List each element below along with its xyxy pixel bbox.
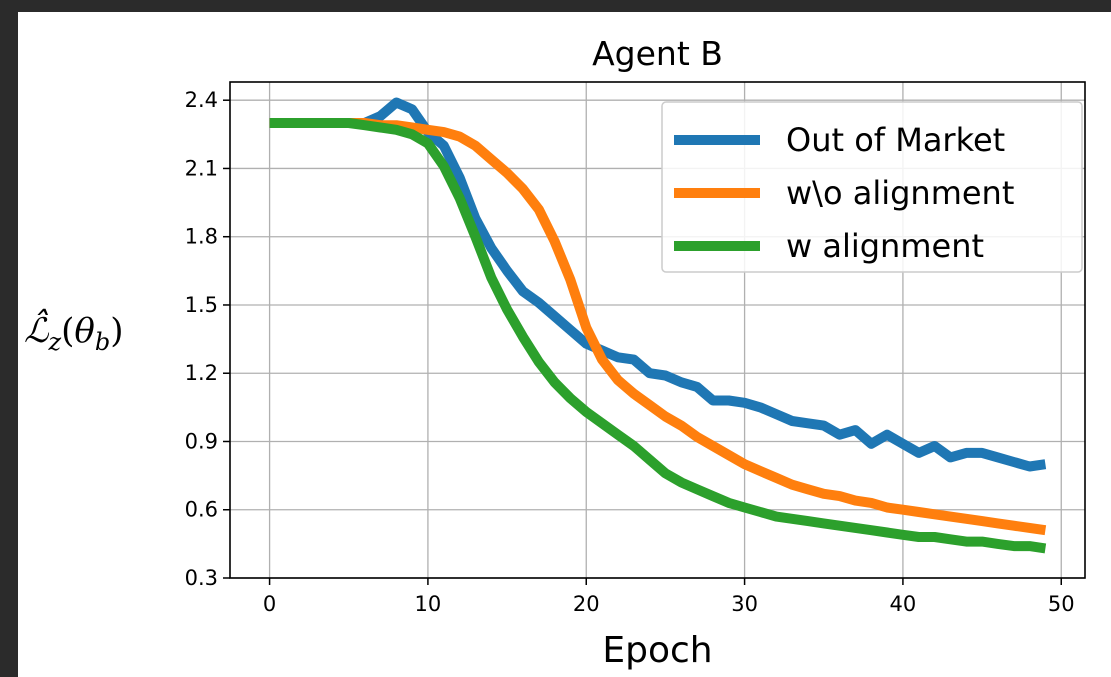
y-tick-label: 1.2: [185, 361, 218, 385]
legend-box: [661, 101, 1083, 273]
axis-ticks: 0 10 20 30 40 50 0.3 0.6 0.9 1.2 1.5 1.8 2.1 2.4: [185, 88, 1075, 616]
x-tick-label: 30: [731, 592, 758, 616]
y-axis-label: ℒ̂z(θb): [24, 308, 124, 356]
y-tick-label: 0.3: [185, 566, 218, 590]
series-lines: [269, 97, 1047, 554]
legend-label: w\o alignment: [786, 174, 1014, 212]
x-tick-label: 0: [263, 592, 276, 616]
x-tick-label: 50: [1048, 592, 1075, 616]
x-tick-label: 10: [415, 592, 442, 616]
legend-label: w alignment: [786, 227, 984, 265]
series-line: [269, 97, 1047, 472]
chart-panel: 0 10 20 30 40 50 0.3 0.6 0.9 1.2 1.5 1.8 2.1 2.4 Agen…: [18, 12, 1111, 677]
line-chart: 0 10 20 30 40 50 0.3 0.6 0.9 1.2 1.5 1.8 2.1 2.4 Agen…: [24, 34, 1086, 671]
x-tick-label: 40: [890, 592, 917, 616]
plot-frame: [229, 81, 1086, 579]
x-tick-label: 20: [573, 592, 600, 616]
y-tick-label: 0.9: [185, 429, 218, 453]
y-tick-label: 1.5: [185, 293, 218, 317]
x-axis-label: Epoch: [602, 630, 712, 671]
series-line: [269, 118, 1047, 554]
y-tick-label: 2.4: [185, 88, 218, 112]
y-tick-label: 0.6: [185, 498, 218, 522]
chart-title: Agent B: [592, 34, 723, 73]
y-tick-label: 1.8: [185, 225, 218, 249]
legend: Out of Market w\o alignment w alignment: [661, 101, 1083, 273]
y-tick-label: 2.1: [185, 156, 218, 180]
legend-label: Out of Market: [786, 121, 1005, 159]
